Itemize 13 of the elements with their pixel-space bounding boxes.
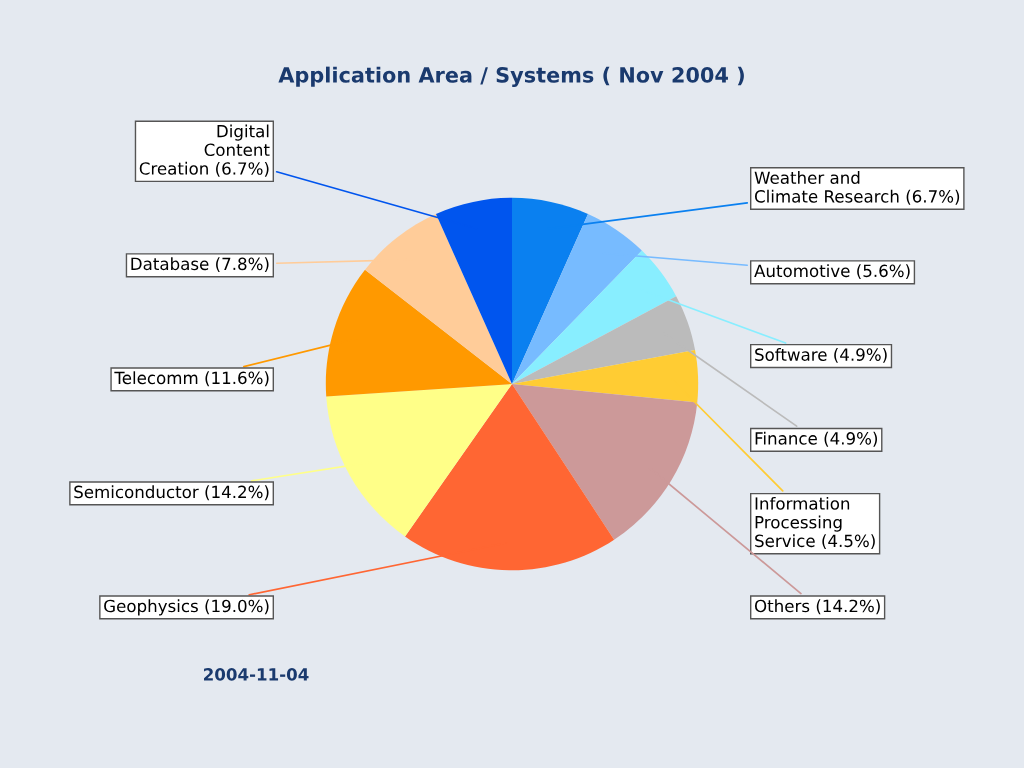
slice-label: Weather and Climate Research (6.7%) xyxy=(754,171,960,205)
slice-label: Digital Content Creation (6.7%) xyxy=(139,124,270,177)
chart-title: Application Area / Systems ( Nov 2004 ) xyxy=(278,66,744,87)
slice-label: Finance (4.9%) xyxy=(755,431,878,447)
text: 2004-11-04 xyxy=(204,668,309,681)
slice-label: Geophysics (19.0%) xyxy=(104,599,269,616)
slice-label: Information Processing Service (4.5%) xyxy=(755,496,875,550)
slice-label: Database (7.8%) xyxy=(131,257,269,273)
slice-label: Semiconductor (14.2%) xyxy=(74,485,269,501)
slice-label: Software (4.9%) xyxy=(755,348,887,363)
slice-label: Automotive (5.6%) xyxy=(754,264,910,280)
slice-label: Telecomm (11.6%) xyxy=(114,371,269,387)
slice-label: Others (14.2%) xyxy=(754,599,880,615)
